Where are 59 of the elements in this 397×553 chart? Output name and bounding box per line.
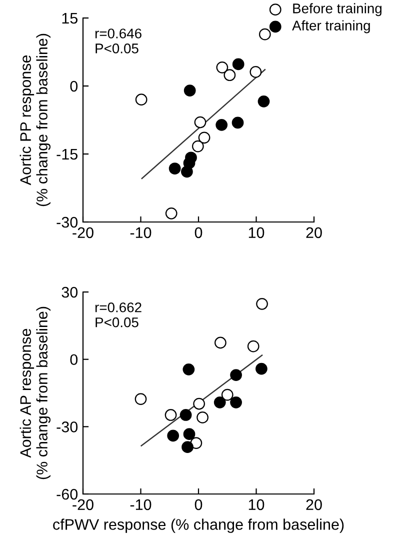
point [164,409,177,421]
point [184,84,196,96]
point [194,116,206,128]
point [181,166,193,178]
y-axis-title: Aortic PP response (% change from baseline) [20,34,51,206]
x-tick-label: -20 [72,227,94,238]
point [230,396,242,408]
point [247,340,260,352]
point [230,369,242,381]
y-tick-label: -15 [56,149,78,160]
point [256,362,268,375]
x-tick-label: -20 [72,499,94,510]
point [216,119,228,131]
y-tick-label: -60 [56,488,78,500]
y-tick-label: 0 [70,80,78,92]
point [216,61,228,74]
point [258,28,271,40]
point [182,364,195,376]
annotation: r=0.646 P<0.05 [95,28,142,54]
x-tick-label: -10 [130,227,152,238]
point [180,409,192,421]
point [193,398,206,410]
point [258,95,270,108]
point [256,298,268,310]
y-tick-label: 15 [62,13,78,24]
x-tick-label: -10 [130,499,152,510]
point [232,58,244,70]
x-tick-label: 10 [248,227,264,238]
point [183,428,196,440]
point [198,132,210,144]
y-axis-title: Aortic AP response (% change from baseline) [20,306,51,480]
point [224,69,236,82]
point [182,441,194,454]
point [196,412,208,424]
point [192,140,204,152]
point [250,66,262,78]
legend-label: After training [292,20,370,34]
point [214,336,226,349]
legend-label: Before training [293,3,382,16]
x-tick-label: 0 [194,499,202,510]
annotation: r=0.662 P<0.05 [95,302,142,328]
y-tick-label: -30 [56,216,78,228]
point [190,437,202,449]
x-tick-label: 0 [194,227,202,238]
point [134,393,147,405]
y-tick-label: 30 [62,286,78,298]
point [167,430,180,442]
y-tick-label: 0 [70,354,78,366]
x-tick-label: 20 [306,499,322,510]
x-tick-label: 20 [306,227,322,238]
y-tick-label: -30 [56,422,78,432]
point [165,207,178,220]
x-axis-title: cfPWV response (% change from baseline) [53,518,344,533]
point [221,388,234,401]
point [232,116,244,129]
x-tick-label: 10 [248,499,264,510]
point [214,396,226,408]
point [168,162,181,174]
point [135,94,148,106]
